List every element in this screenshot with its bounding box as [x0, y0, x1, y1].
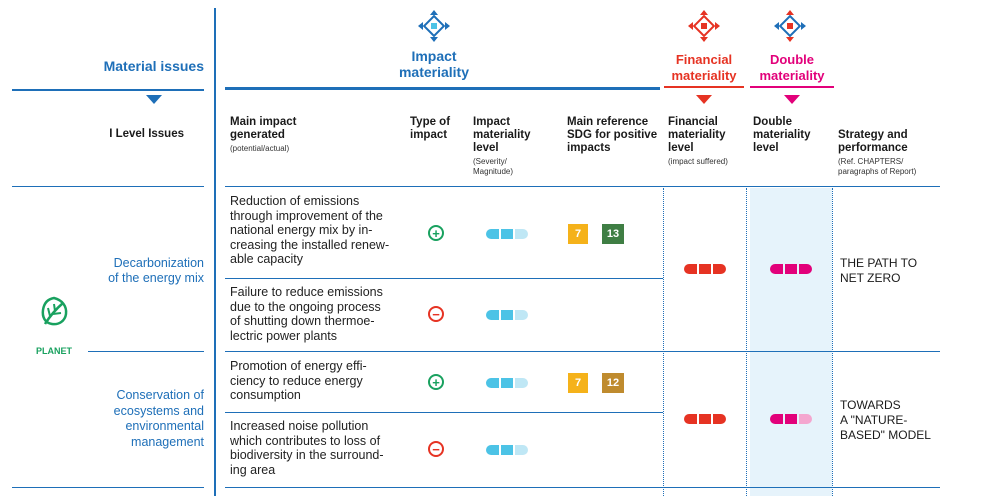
financial-network-icon — [686, 8, 722, 44]
double-materiality-title: Double materiality — [759, 52, 825, 83]
double-down-arrow — [784, 95, 800, 104]
table-top-rule — [225, 186, 940, 187]
impact-header-rule — [225, 87, 660, 90]
pillar-label: PLANET — [36, 346, 72, 356]
impact-network-icon — [416, 8, 452, 44]
sdg-badge: 7 — [568, 373, 588, 393]
double-level-pill — [770, 414, 812, 424]
financial-level-pill — [684, 414, 726, 424]
row-4-impact-text: Increased noise pollution which contribu… — [230, 419, 384, 477]
impact-materiality-title: Impact materiality — [398, 48, 470, 80]
negative-impact-icon: − — [428, 306, 444, 322]
financial-level-pill — [684, 264, 726, 274]
financial-down-arrow — [696, 95, 712, 104]
issue-decarbonization: Decarbonization of the energy mix — [108, 256, 204, 285]
strategy-group-1: THE PATH TO NET ZERO — [840, 256, 918, 285]
positive-impact-icon: + — [428, 374, 444, 390]
sdg-badge: 7 — [568, 224, 588, 244]
dotted-line-double-right — [832, 188, 833, 496]
leaf-icon — [36, 294, 72, 330]
double-network-icon — [772, 8, 808, 44]
impact-level-pill — [486, 378, 528, 388]
material-issues-title: Material issues — [103, 58, 204, 74]
pillar-rule — [88, 351, 204, 352]
impact-level-pill — [486, 445, 528, 455]
positive-impact-icon: + — [428, 225, 444, 241]
col-financial-level: Financial materiality level (impact suff… — [668, 116, 728, 166]
sdg-badge: 13 — [602, 224, 624, 244]
col-impact-level: Impact materiality level (Severity/ Magn… — [473, 116, 531, 176]
group-divider — [225, 351, 940, 352]
row-3-impact-text: Promotion of energy effi- ciency to redu… — [230, 359, 367, 402]
left-section-rule — [12, 186, 204, 187]
strategy-group-2: TOWARDS A "NATURE- BASED" MODEL — [840, 398, 931, 442]
left-bottom-rule — [12, 487, 204, 488]
col-type: Type of impact — [410, 116, 451, 141]
double-column-background — [750, 188, 832, 496]
sdg-badge: 12 — [602, 373, 624, 393]
negative-impact-icon: − — [428, 441, 444, 457]
row-2-impact-text: Failure to reduce emissions due to the o… — [230, 285, 383, 343]
dotted-line-fin-left — [663, 188, 664, 496]
main-vertical-divider — [214, 8, 216, 496]
col-double-level: Double materiality level — [753, 116, 811, 154]
col-main-impact: Main impact generated (potential/actual) — [230, 116, 297, 153]
impact-level-pill — [486, 229, 528, 239]
col-sdg: Main reference SDG for positive impacts — [567, 116, 658, 154]
row-divider-1 — [225, 278, 663, 279]
level-issues-header: I Level Issues — [109, 128, 184, 140]
financial-header-rule — [664, 86, 744, 88]
issue-conservation: Conservation of ecosystems and environme… — [113, 388, 204, 449]
left-header-rule — [12, 89, 204, 91]
left-down-arrow — [146, 95, 162, 104]
row-1-impact-text: Reduction of emissions through improveme… — [230, 194, 390, 266]
double-header-rule — [750, 86, 834, 88]
row-divider-2 — [225, 412, 663, 413]
col-strategy: Strategy and performance (Ref. CHAPTERS/… — [838, 129, 917, 176]
dotted-line-fin-right — [746, 188, 747, 496]
table-bottom-rule — [225, 487, 940, 488]
financial-materiality-title: Financial materiality — [671, 52, 737, 83]
impact-level-pill — [486, 310, 528, 320]
double-level-pill — [770, 264, 812, 274]
